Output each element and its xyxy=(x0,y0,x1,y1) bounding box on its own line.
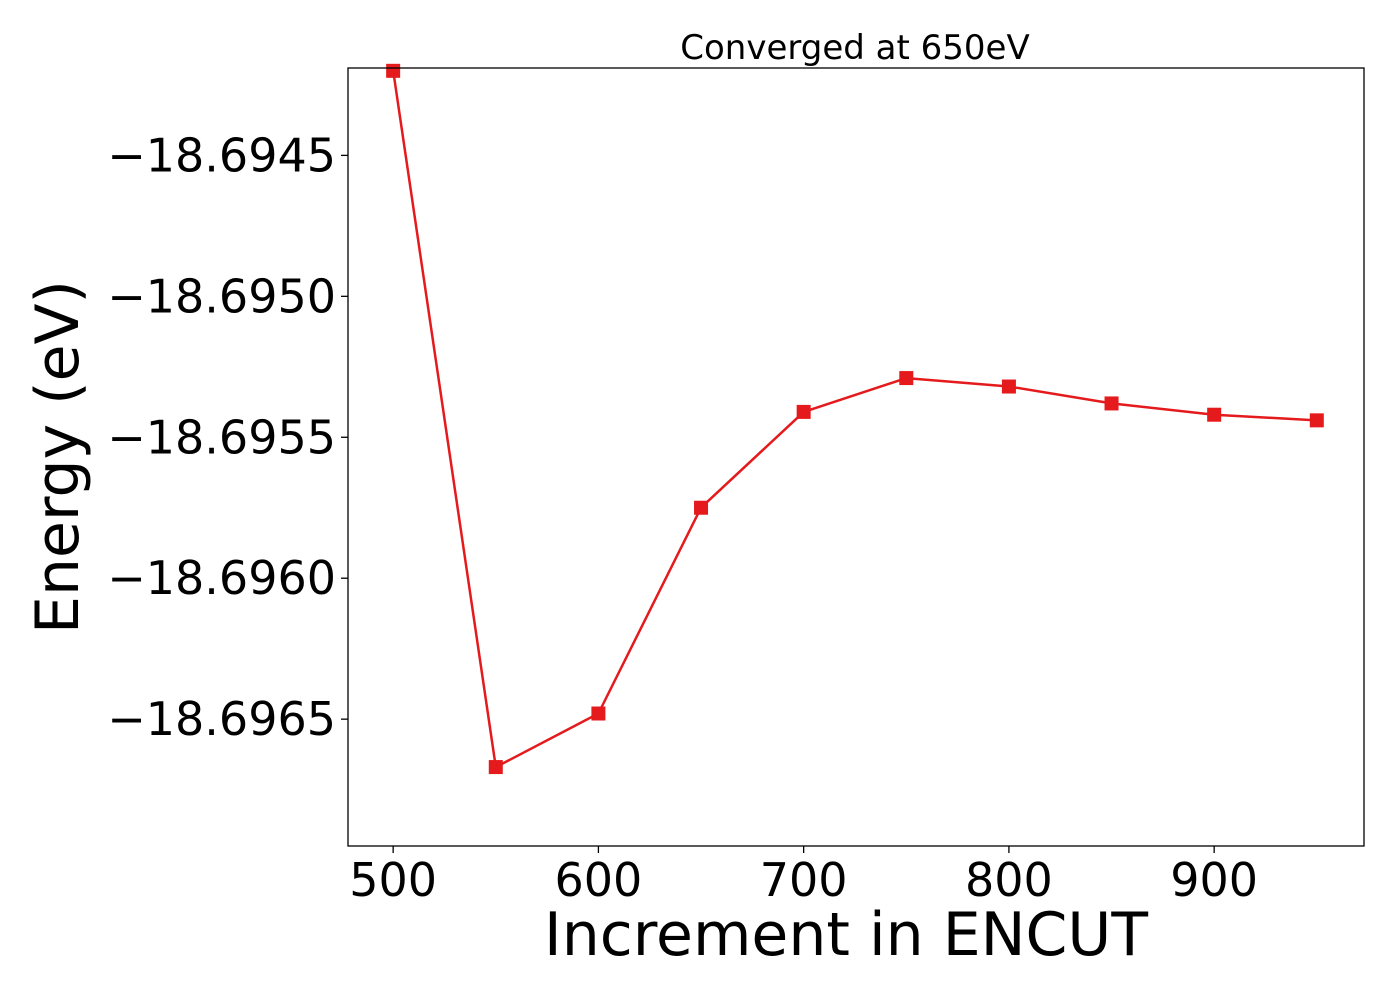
data-point-marker xyxy=(1104,396,1119,411)
data-point-marker xyxy=(796,404,811,419)
x-tick-label: 500 xyxy=(349,853,437,907)
x-axis-label: Increment in ENCUT xyxy=(544,900,1148,970)
x-tick-label: 900 xyxy=(1170,853,1258,907)
y-tick-label: −18.6955 xyxy=(107,410,336,464)
data-point-marker xyxy=(386,63,401,78)
x-tick-label: 800 xyxy=(965,853,1053,907)
data-point-marker xyxy=(1207,407,1222,422)
y-tick-label: −18.6965 xyxy=(107,692,336,746)
y-axis-label: Energy (eV) xyxy=(23,280,93,634)
series-line xyxy=(391,70,1317,769)
data-point-marker xyxy=(694,500,709,515)
data-point-marker xyxy=(1001,379,1016,394)
x-tick-label: 700 xyxy=(760,853,848,907)
y-tick-label: −18.6945 xyxy=(107,128,336,182)
x-tick-label: 600 xyxy=(555,853,643,907)
data-point-marker xyxy=(1309,413,1324,428)
data-point-marker xyxy=(591,706,606,721)
y-tick-label: −18.6960 xyxy=(107,551,336,605)
data-point-marker xyxy=(488,760,503,775)
plot-area: 500 600 700 800 900 −18.6945 −18.6950 −18.6955 −… xyxy=(107,63,1324,907)
y-tick-label: −18.6950 xyxy=(107,269,336,323)
chart-title: Converged at 650eV xyxy=(680,28,1029,68)
data-point-marker xyxy=(899,371,914,386)
plot-frame xyxy=(347,67,1365,847)
